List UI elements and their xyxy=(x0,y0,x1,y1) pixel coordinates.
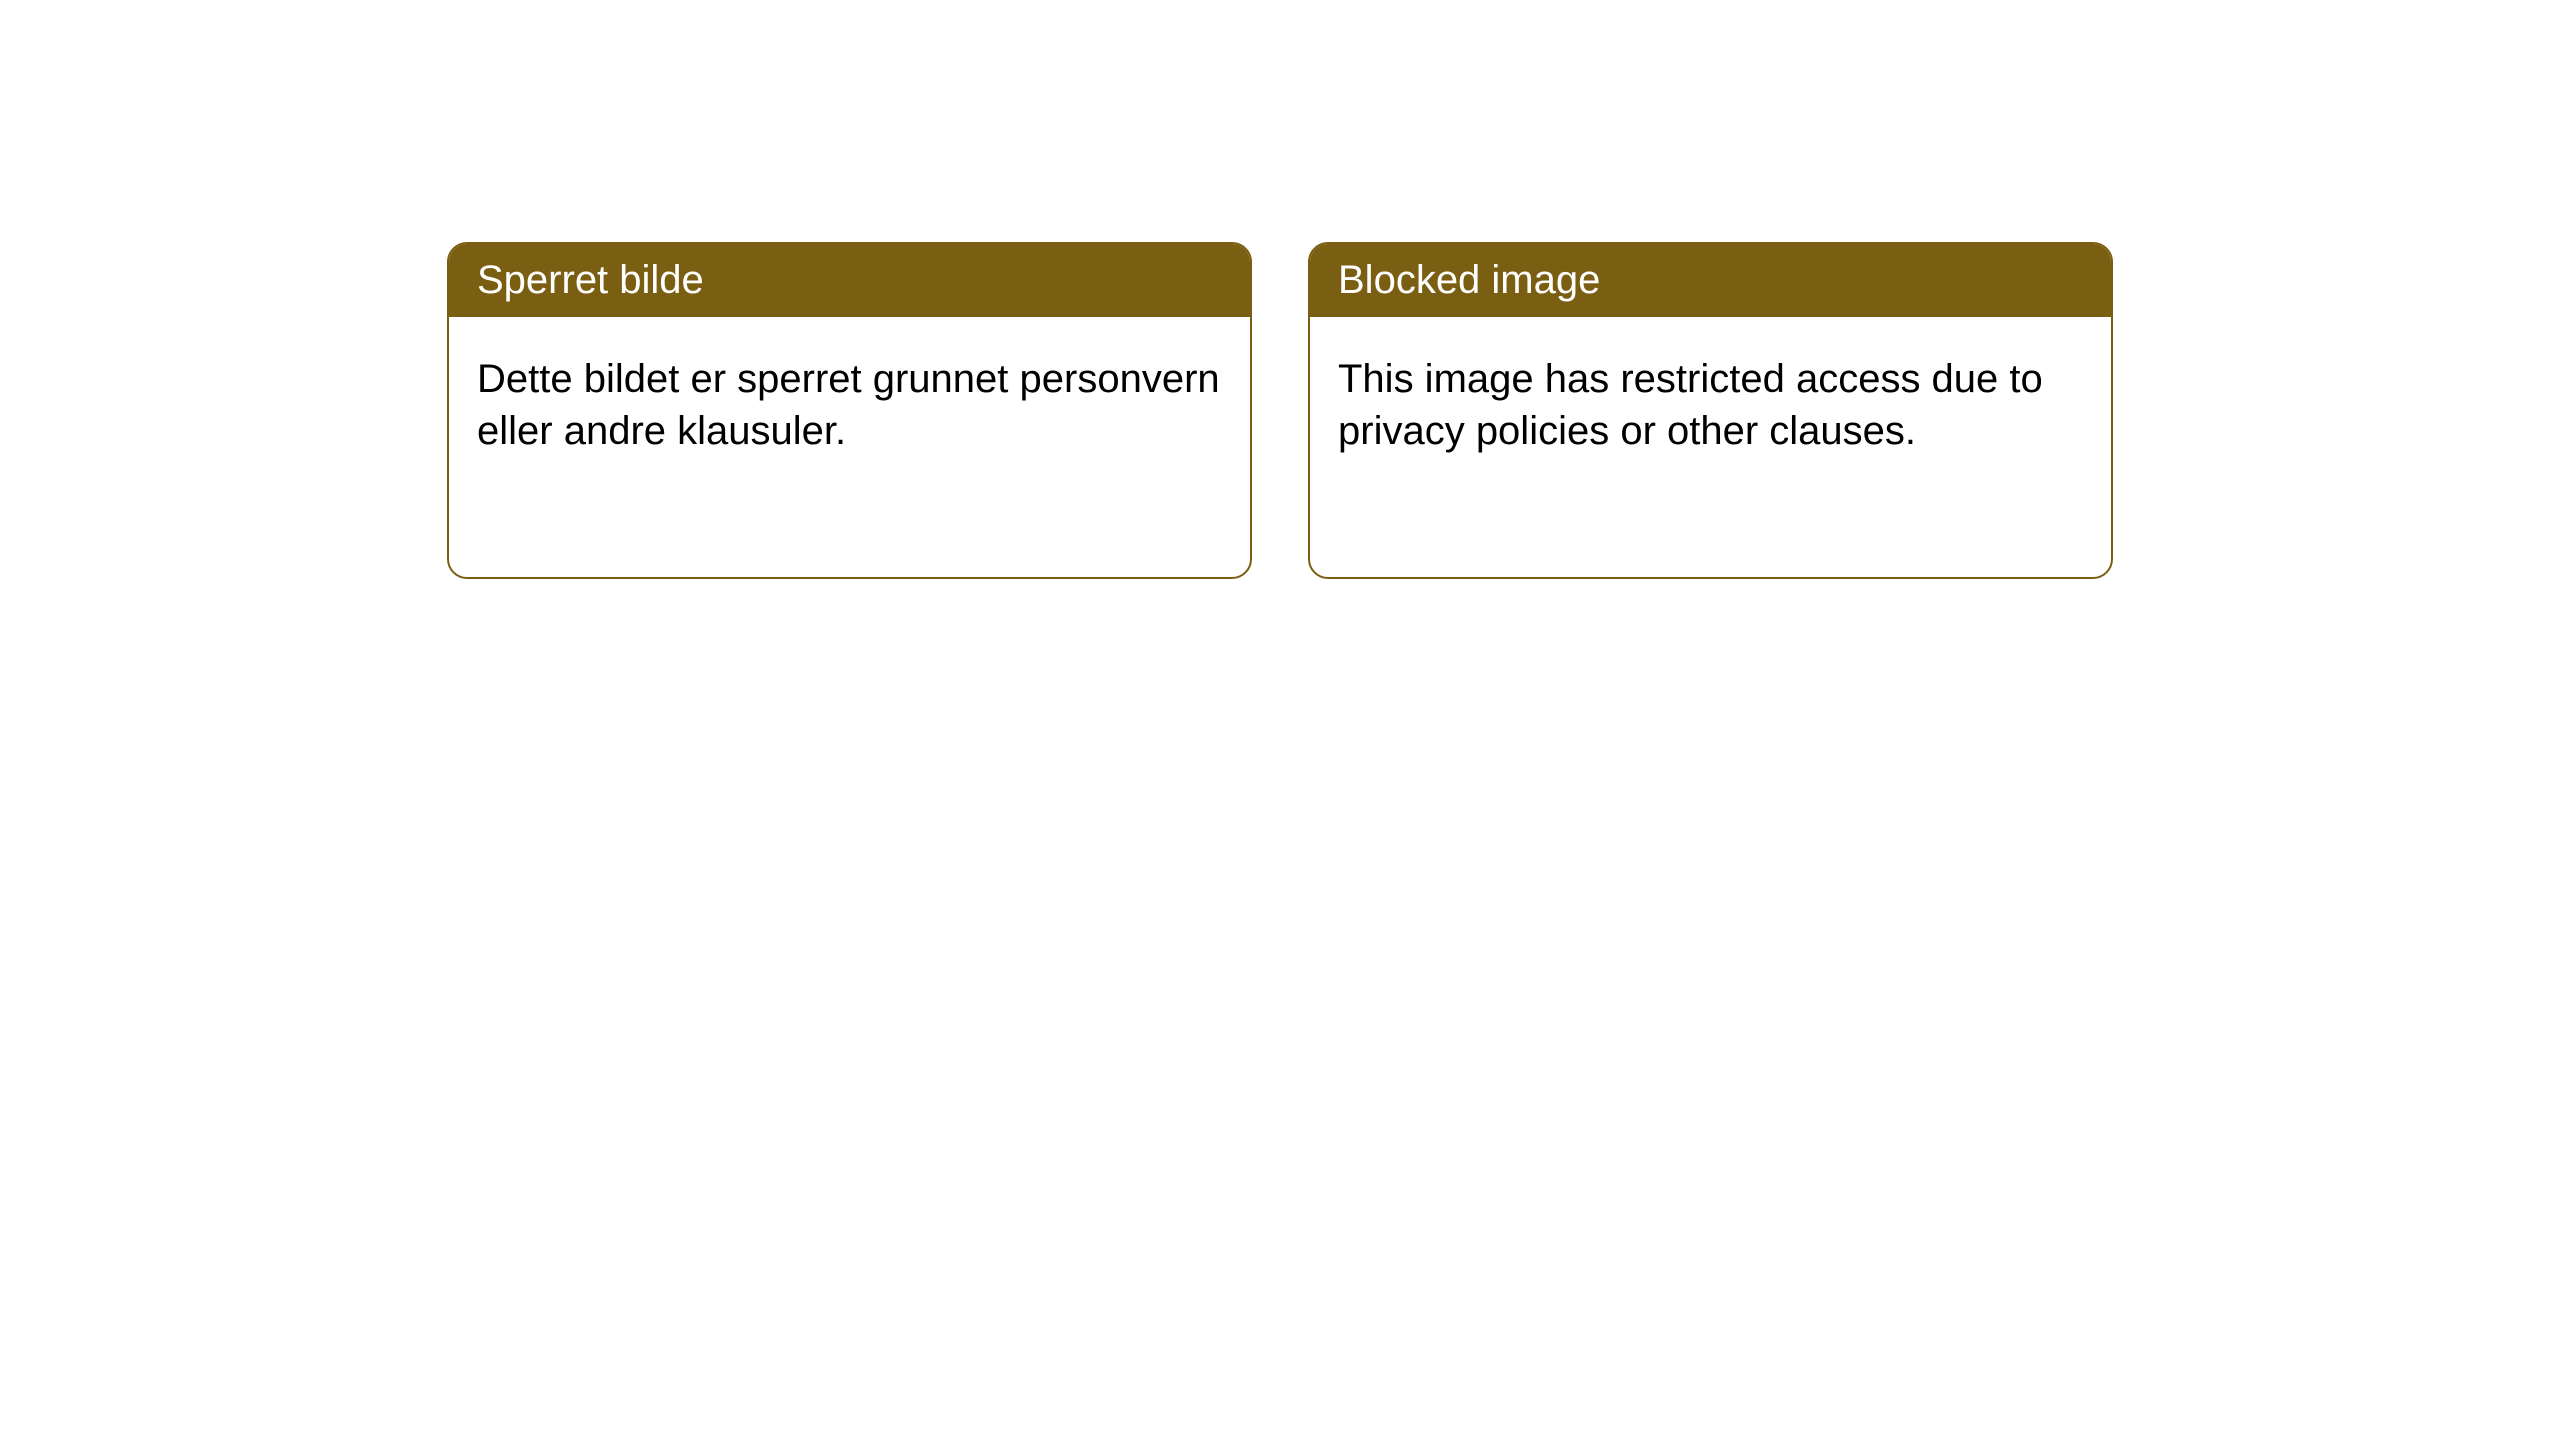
card-title-norwegian: Sperret bilde xyxy=(477,258,704,302)
cards-container: Sperret bilde Dette bildet er sperret gr… xyxy=(447,242,2113,579)
card-text-english: This image has restricted access due to … xyxy=(1338,357,2043,453)
card-header-english: Blocked image xyxy=(1310,244,2111,317)
card-text-norwegian: Dette bildet er sperret grunnet personve… xyxy=(477,357,1220,453)
card-body-english: This image has restricted access due to … xyxy=(1310,317,2111,493)
card-norwegian: Sperret bilde Dette bildet er sperret gr… xyxy=(447,242,1252,579)
card-title-english: Blocked image xyxy=(1338,258,1600,302)
card-body-norwegian: Dette bildet er sperret grunnet personve… xyxy=(449,317,1250,493)
card-english: Blocked image This image has restricted … xyxy=(1308,242,2113,579)
card-header-norwegian: Sperret bilde xyxy=(449,244,1250,317)
